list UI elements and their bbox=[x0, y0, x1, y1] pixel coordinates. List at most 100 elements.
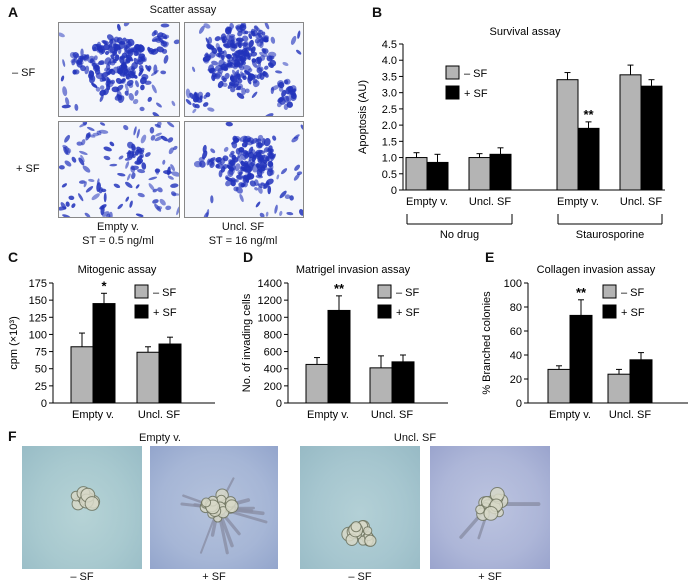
stained-cell bbox=[236, 83, 244, 91]
stained-cell bbox=[215, 163, 220, 169]
stained-cell bbox=[205, 92, 211, 98]
stained-cell bbox=[251, 58, 257, 63]
y-tick-label: 4.0 bbox=[382, 55, 397, 67]
stained-cell bbox=[134, 160, 142, 165]
legend-swatch bbox=[602, 284, 617, 299]
micrograph-uncl-minus-sf bbox=[184, 22, 304, 117]
stained-cell bbox=[248, 137, 255, 144]
stained-cell bbox=[155, 132, 162, 137]
y-tick-label: 40 bbox=[510, 350, 522, 362]
stained-cell bbox=[135, 213, 144, 217]
panel-label-b: B bbox=[372, 4, 383, 20]
stained-cell bbox=[124, 83, 129, 93]
stained-cell bbox=[137, 192, 145, 198]
stained-cell bbox=[222, 39, 227, 44]
stained-cell bbox=[237, 42, 242, 49]
y-tick-label: 50 bbox=[35, 364, 47, 376]
legend-swatch bbox=[134, 284, 149, 299]
stained-cell bbox=[85, 185, 94, 193]
stained-cell bbox=[99, 89, 106, 96]
stained-cell bbox=[145, 64, 151, 72]
y-tick-label: 800 bbox=[264, 329, 282, 341]
y-tick-label: 600 bbox=[264, 347, 282, 359]
scatter-assay-title: Scatter assay bbox=[149, 4, 217, 16]
stained-cell bbox=[256, 63, 262, 70]
stained-cell bbox=[194, 91, 199, 100]
stained-cell bbox=[120, 77, 126, 84]
stained-cell bbox=[81, 53, 87, 59]
matrigel-invasion-chart: Matrigel invasion assay 0 200 400 600 800 1000… bbox=[241, 264, 448, 421]
stained-cell bbox=[291, 88, 297, 93]
significance-label: ** bbox=[583, 107, 594, 122]
stained-cell bbox=[80, 48, 84, 57]
stained-cell bbox=[63, 146, 69, 155]
stained-cell bbox=[277, 80, 284, 87]
stained-cell bbox=[270, 85, 280, 91]
stained-cell bbox=[246, 46, 254, 51]
stained-cell bbox=[91, 43, 99, 52]
stained-cell bbox=[257, 155, 264, 164]
legend-label: – SF bbox=[396, 287, 420, 299]
stained-cell bbox=[297, 30, 301, 39]
colony-cell bbox=[225, 499, 239, 514]
stained-cell bbox=[232, 156, 239, 163]
stained-cell bbox=[248, 39, 254, 48]
stained-cell bbox=[150, 70, 159, 76]
stained-cell bbox=[159, 198, 166, 206]
stained-cell bbox=[91, 193, 100, 201]
stained-cell bbox=[226, 164, 234, 172]
stained-cell bbox=[70, 57, 78, 63]
stained-cell bbox=[269, 169, 275, 176]
stained-cell bbox=[198, 25, 205, 34]
bar-minus-sf bbox=[369, 367, 393, 404]
stained-cell bbox=[163, 170, 172, 175]
stained-cell bbox=[253, 74, 259, 79]
stained-cell bbox=[193, 160, 203, 168]
collagen-invasion-chart: Collagen invasion assay 0 20 40 60 80 100 % Bra… bbox=[481, 264, 688, 421]
row-label-plus-sf: + SF bbox=[16, 163, 40, 175]
y-axis-label: Apoptosis (AU) bbox=[357, 80, 369, 154]
stained-cell bbox=[254, 26, 261, 32]
stained-cell bbox=[217, 53, 223, 59]
stained-cell bbox=[167, 122, 175, 128]
stained-cell bbox=[285, 95, 292, 102]
stained-cell bbox=[232, 69, 237, 77]
bar-minus-sf bbox=[405, 157, 428, 191]
category-label: Empty v. bbox=[557, 196, 599, 208]
stained-cell bbox=[79, 150, 88, 156]
stained-cell bbox=[154, 135, 164, 142]
stained-cell bbox=[162, 159, 166, 165]
stained-cell bbox=[156, 205, 163, 210]
stained-cell bbox=[233, 186, 239, 192]
stained-cell bbox=[279, 190, 287, 199]
stained-cell bbox=[251, 91, 258, 98]
stained-cell bbox=[109, 141, 115, 147]
chart-title: Matrigel invasion assay bbox=[296, 264, 411, 276]
y-tick-label: 100 bbox=[504, 278, 522, 290]
stained-cell bbox=[104, 67, 108, 72]
stained-cell bbox=[203, 23, 211, 29]
stained-cell bbox=[85, 132, 91, 139]
stained-cell bbox=[171, 171, 179, 177]
bar-plus-sf bbox=[391, 361, 415, 404]
stained-cell bbox=[78, 180, 86, 184]
stained-cell bbox=[117, 23, 121, 32]
stained-cell bbox=[239, 59, 245, 65]
stained-cell bbox=[192, 66, 196, 73]
y-tick-label: 25 bbox=[35, 381, 47, 393]
stained-cell bbox=[241, 42, 248, 47]
y-tick-label: 1000 bbox=[258, 312, 282, 324]
bar-plus-sf bbox=[629, 359, 653, 404]
stained-cell bbox=[207, 36, 213, 44]
stained-cell bbox=[245, 88, 250, 94]
stained-cell bbox=[265, 211, 269, 217]
stained-cell bbox=[109, 163, 118, 167]
group-label: Staurosporine bbox=[576, 229, 645, 241]
stained-cell bbox=[244, 162, 250, 168]
stained-cell bbox=[87, 55, 95, 64]
stained-cell bbox=[65, 201, 70, 207]
stained-cell bbox=[118, 42, 126, 50]
stained-cell bbox=[155, 168, 160, 175]
colony-photo-empty-plus-sf bbox=[150, 446, 278, 569]
stained-cell bbox=[234, 50, 241, 58]
